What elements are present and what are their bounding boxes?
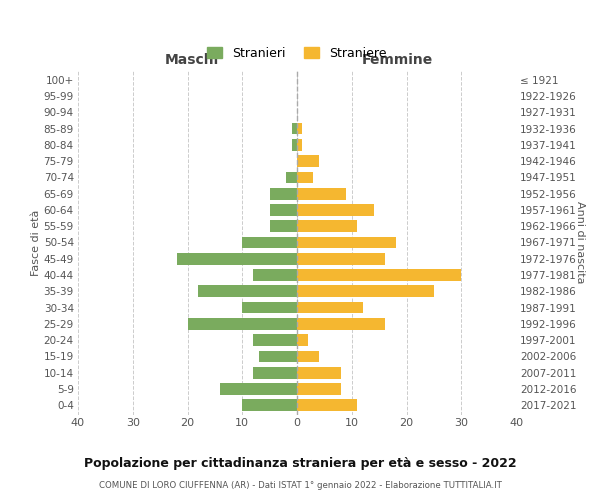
Y-axis label: Fasce di età: Fasce di età [31,210,41,276]
Y-axis label: Anni di nascita: Anni di nascita [575,201,585,284]
Bar [297,220,357,232]
Bar [297,172,313,183]
Bar [242,400,297,411]
Bar [269,188,297,200]
Bar [176,253,297,264]
Bar [253,367,297,378]
Bar [199,286,297,297]
Bar [259,350,297,362]
Bar [297,204,374,216]
Bar [253,334,297,346]
Bar [297,236,395,248]
Bar [297,334,308,346]
Bar [297,269,461,281]
Bar [297,400,357,411]
Bar [187,318,297,330]
Bar [297,188,346,200]
Text: Femmine: Femmine [362,52,433,66]
Bar [292,139,297,150]
Bar [297,253,385,264]
Bar [297,350,319,362]
Bar [297,139,302,150]
Bar [297,383,341,395]
Bar [242,236,297,248]
Bar [220,383,297,395]
Bar [269,204,297,216]
Legend: Stranieri, Straniere: Stranieri, Straniere [202,42,392,64]
Bar [297,318,385,330]
Bar [297,367,341,378]
Bar [242,302,297,314]
Text: Maschi: Maschi [165,52,219,66]
Text: Popolazione per cittadinanza straniera per età e sesso - 2022: Popolazione per cittadinanza straniera p… [83,458,517,470]
Bar [297,122,302,134]
Bar [297,286,434,297]
Text: COMUNE DI LORO CIUFFENNA (AR) - Dati ISTAT 1° gennaio 2022 - Elaborazione TUTTIT: COMUNE DI LORO CIUFFENNA (AR) - Dati IST… [98,481,502,490]
Bar [269,220,297,232]
Bar [297,156,319,167]
Bar [297,302,362,314]
Bar [292,122,297,134]
Bar [286,172,297,183]
Bar [253,269,297,281]
